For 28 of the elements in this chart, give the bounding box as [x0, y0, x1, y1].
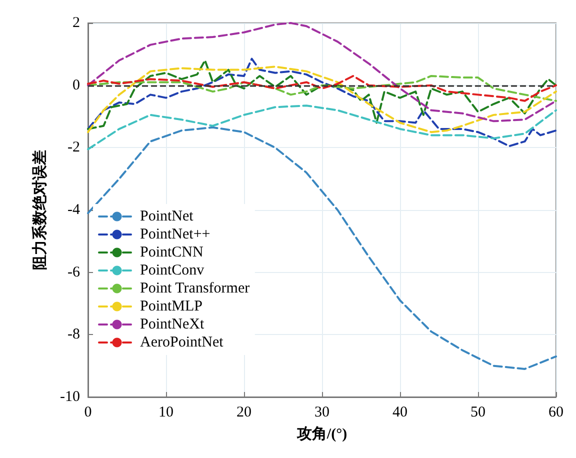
y-tick-label: -2: [68, 140, 80, 156]
x-tick-label: 60: [548, 404, 564, 420]
line-series: [87, 58, 557, 148]
x-tick-label: 30: [314, 404, 330, 420]
legend-label: PointNeXt: [140, 316, 205, 332]
y-tick-label: -8: [68, 326, 80, 343]
y-tick-label: -10: [60, 389, 80, 405]
x-tick-label: 0: [84, 404, 92, 420]
x-tick-label: 40: [392, 404, 408, 420]
line-series: [87, 126, 557, 370]
y-tick-label: -4: [68, 202, 80, 218]
legend-label: Point Transformer: [140, 280, 250, 296]
line-series: [87, 104, 557, 150]
legend-label: PointNet++: [140, 226, 210, 242]
y-tick-label: 0: [72, 77, 80, 94]
x-tick-label: 10: [158, 404, 174, 420]
x-tick-label: 20: [236, 404, 252, 420]
legend-label: PointConv: [140, 262, 205, 278]
line-series: [87, 74, 557, 102]
legend-label: PointNet: [140, 208, 194, 224]
y-tick-label: 2: [72, 15, 80, 31]
legend-label: PointCNN: [140, 244, 204, 260]
legend-label: PointMLP: [140, 298, 203, 314]
legend-label: AeroPointNet: [140, 334, 224, 350]
x-axis-title: 攻角/(°): [296, 426, 348, 442]
y-tick-label: -6: [68, 264, 80, 280]
y-axis-title: 阻力系数绝对误差: [32, 150, 48, 270]
x-tick-label: 50: [470, 404, 486, 420]
